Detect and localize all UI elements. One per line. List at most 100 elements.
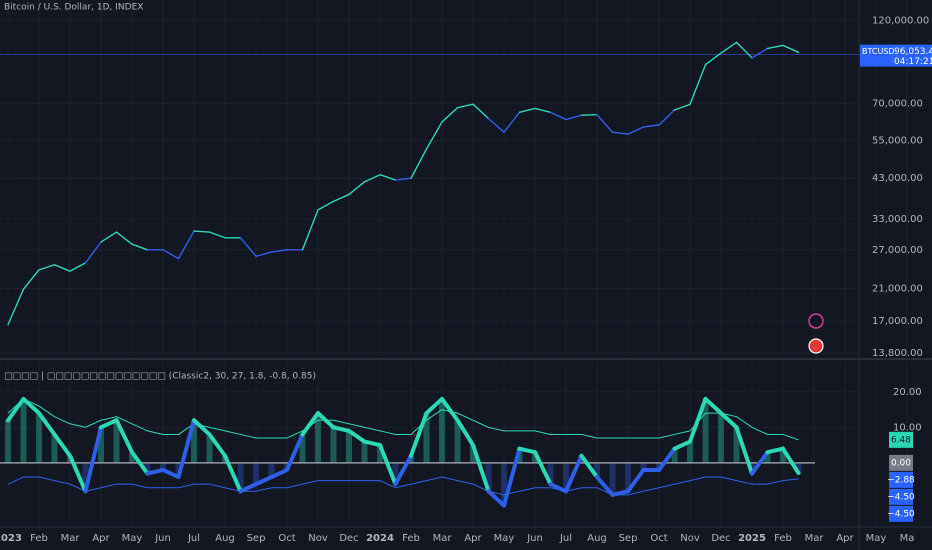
- x-tick-label: 2024: [366, 533, 394, 544]
- upper-band: [7, 398, 799, 441]
- oscillator-segment: [703, 396, 723, 416]
- oscillator-segment: [409, 411, 429, 458]
- x-tick-label: Aug: [587, 533, 607, 544]
- x-tick-label: Jul: [559, 533, 572, 544]
- price-segment: [456, 103, 474, 109]
- lower-band: [7, 476, 799, 496]
- oscillator-segment: [393, 453, 413, 487]
- x-tick-label: May: [866, 533, 887, 544]
- value-badge-label: −4.50: [887, 509, 915, 519]
- price-segment: [689, 63, 707, 106]
- x-tick-label: Sep: [247, 533, 266, 544]
- x-tick-label: Apr: [836, 533, 854, 544]
- value-badge-label: −4.50: [887, 492, 915, 502]
- oscillator-segment: [300, 411, 320, 437]
- oscillator-segment: [254, 475, 274, 487]
- oscillator-segment: [223, 453, 243, 494]
- oscillator-segment: [238, 482, 258, 494]
- oscillator-segment: [533, 450, 553, 487]
- price-segment: [38, 264, 56, 271]
- price-segment: [162, 249, 180, 260]
- value-badge-label: −2.88: [887, 475, 915, 485]
- y-tick-label: 17,000.00: [872, 316, 923, 327]
- price-badge: [860, 44, 932, 67]
- oscillator-segment: [734, 425, 754, 476]
- price-segment: [84, 241, 102, 264]
- price-segment: [596, 113, 614, 133]
- oscillator-segment: [285, 432, 305, 472]
- oscillator-segment: [114, 418, 134, 455]
- price-segment: [317, 200, 335, 211]
- price-segment: [53, 264, 71, 272]
- price-segment: [69, 262, 87, 272]
- price-segment: [565, 114, 583, 121]
- price-segment: [410, 148, 428, 179]
- oscillator-segment: [269, 467, 289, 480]
- value-badge: [889, 431, 913, 448]
- price-segment: [611, 131, 629, 135]
- value-badge: [889, 488, 913, 505]
- price-segment: [673, 103, 691, 111]
- oscillator-segment: [161, 467, 181, 480]
- indicator-title: □□□□ | □□□□□□□□□□□□□□ (Classic2, 30, 27,…: [4, 372, 316, 382]
- price-segment: [193, 230, 211, 233]
- price-segment: [348, 181, 366, 196]
- x-tick-label: Sep: [619, 533, 638, 544]
- oscillator-segment: [21, 396, 41, 416]
- value-badge: [889, 471, 913, 488]
- value-badge-label: 0.00: [891, 458, 911, 468]
- price-segment: [720, 41, 738, 54]
- y-tick-label: 10.00: [893, 422, 922, 433]
- oscillator-segment: [130, 450, 150, 476]
- oscillator-segment: [595, 475, 615, 497]
- event-icon[interactable]: [808, 313, 824, 329]
- price-segment: [782, 44, 800, 54]
- oscillator-segment: [471, 443, 491, 494]
- oscillator-segment: [564, 453, 584, 494]
- value-badge-label: 6.48: [891, 435, 911, 445]
- price-segment: [487, 117, 505, 133]
- y-tick-label: 43,000.00: [872, 173, 923, 184]
- x-tick-label: Mar: [805, 533, 825, 544]
- price-segment: [766, 44, 784, 50]
- oscillator-segment: [765, 446, 785, 455]
- price-segment: [503, 111, 521, 133]
- y-tick-label: 55,000.00: [872, 135, 923, 146]
- y-tick-label: 21,000.00: [872, 283, 923, 294]
- price-segment: [270, 249, 288, 253]
- price-segment: [255, 251, 273, 257]
- x-tick-label: Mar: [61, 533, 81, 544]
- x-tick-label: Feb: [774, 533, 792, 544]
- price-segment: [627, 126, 645, 135]
- oscillator-segment: [548, 482, 568, 494]
- price-segment: [301, 209, 319, 251]
- price-segment: [425, 121, 443, 150]
- oscillator-segment: [626, 467, 646, 494]
- event-icon[interactable]: [808, 338, 824, 354]
- oscillator-segment: [192, 418, 212, 437]
- oscillator-segment: [672, 439, 692, 451]
- oscillator-segment: [347, 428, 367, 444]
- price-segment: [751, 47, 769, 59]
- price-segment: [658, 109, 676, 126]
- x-tick-label: 2023: [0, 533, 22, 544]
- x-tick-label: Jun: [526, 533, 543, 544]
- price-segment: [394, 177, 412, 181]
- oscillator-segment: [657, 446, 677, 472]
- oscillator-segment: [331, 425, 351, 433]
- x-tick-label: May: [122, 533, 143, 544]
- oscillator-segment: [455, 418, 475, 448]
- y-tick-label: 13,800.00: [872, 348, 923, 359]
- oscillator-segment: [207, 432, 227, 458]
- price-segment: [100, 231, 118, 243]
- x-tick-label: Apr: [92, 533, 110, 544]
- x-tick-label: Aug: [215, 533, 235, 544]
- price-symbol: BTCUSD: [862, 47, 895, 56]
- oscillator-segment: [145, 467, 165, 476]
- oscillator-segment: [579, 453, 599, 480]
- price-segment: [332, 193, 350, 203]
- oscillator-segment: [68, 453, 88, 494]
- oscillator-segment: [750, 450, 770, 476]
- x-tick-label: 2025: [738, 533, 766, 544]
